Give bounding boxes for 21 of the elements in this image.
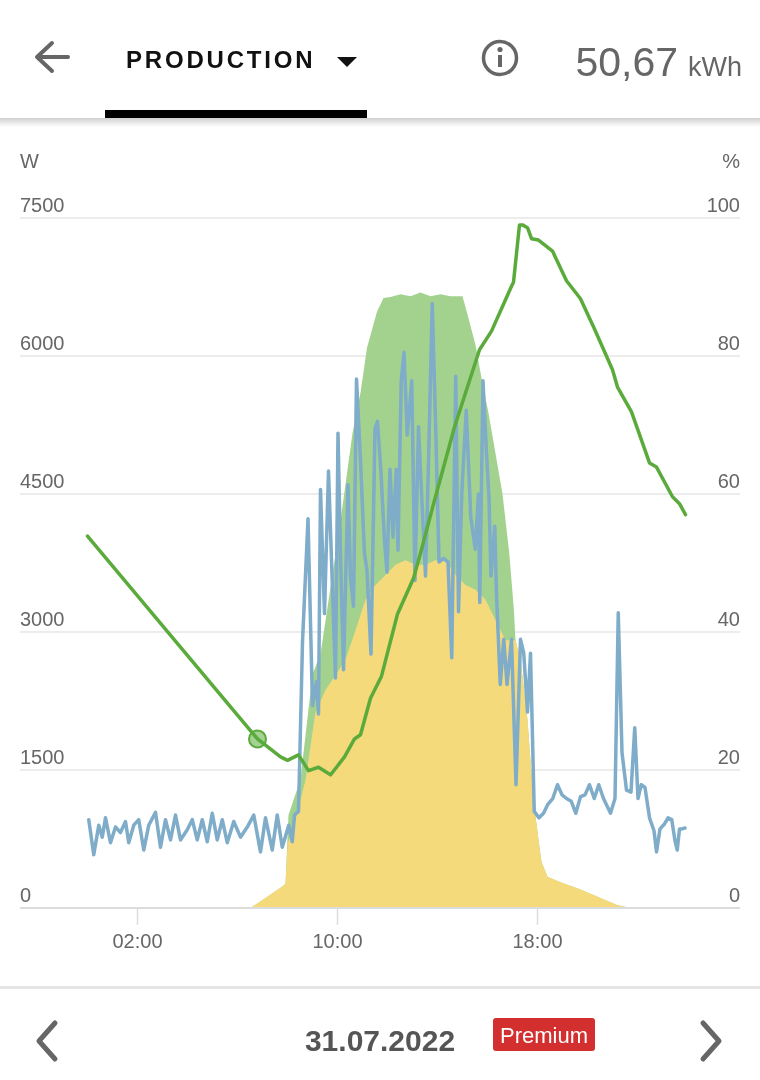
y-tick-label: 3000 — [20, 608, 65, 630]
y2-tick-label: 100 — [706, 194, 740, 216]
y-tick-label: 7500 — [20, 194, 65, 216]
y2-tick-label: 40 — [717, 608, 740, 630]
y2-tick-label: 20 — [717, 746, 740, 768]
y-tick-label: 4500 — [20, 470, 65, 492]
y-tick-label: 6000 — [20, 332, 65, 354]
text: 31.07.2022 — [304, 1024, 456, 1057]
x-tick-label: 02:00 — [112, 930, 163, 952]
chart-title: PRODUCTION — [126, 46, 316, 73]
y2-axis-title: % — [722, 150, 741, 172]
text: Premium — [499, 1023, 589, 1048]
y2-tick-label: 80 — [717, 332, 740, 354]
x-tick-label: 10:00 — [312, 930, 363, 952]
x-tick-label: 18:00 — [512, 930, 563, 952]
y-tick-label: 1500 — [20, 746, 65, 768]
chart-subtitle: 50,67 kWh — [575, 39, 742, 85]
y-axis-title: W — [20, 150, 39, 172]
y2-tick-label: 60 — [717, 470, 740, 492]
y2-tick-label: 0 — [728, 884, 740, 906]
y-tick-label: 0 — [20, 884, 32, 906]
